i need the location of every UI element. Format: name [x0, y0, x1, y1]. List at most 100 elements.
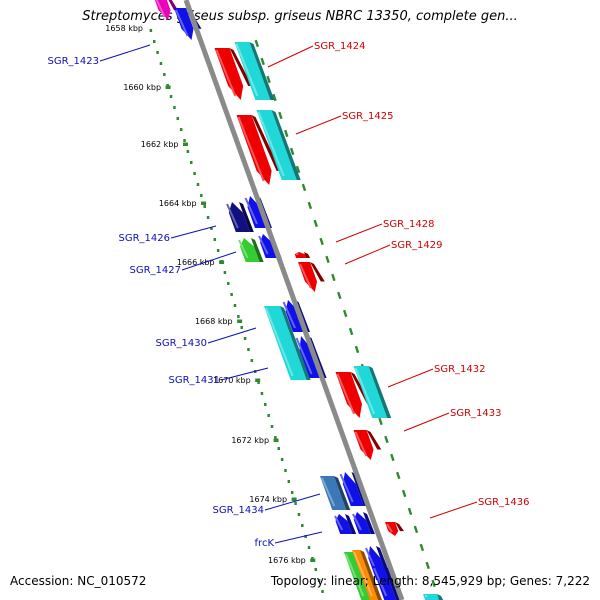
ruler-major-tick — [255, 378, 261, 382]
ruler-dot — [227, 282, 230, 285]
label-leader-line — [207, 327, 257, 344]
ruler-dot — [243, 337, 247, 340]
ruler-dot — [240, 326, 243, 329]
track-dash — [396, 471, 401, 480]
kbp-tick-label: 1676 kbp — [268, 556, 306, 565]
ruler-major-tick — [201, 201, 207, 205]
ruler-dot — [237, 315, 240, 318]
gene-arrow[interactable] — [238, 238, 264, 262]
track-dash — [354, 345, 360, 354]
gene-arrow[interactable] — [234, 42, 275, 100]
track-dash — [413, 525, 419, 534]
gene-arrow[interactable] — [334, 514, 357, 534]
gene-label-right[interactable]: SGR_1436 — [478, 497, 530, 508]
ruler-dot — [294, 502, 297, 505]
track-dash — [307, 201, 313, 210]
gene-arrow[interactable] — [236, 115, 281, 185]
ruler-major-tick — [219, 260, 225, 264]
gene-arrow[interactable] — [214, 48, 253, 100]
track-dash — [254, 39, 260, 48]
gene-label-right[interactable]: SGR_1432 — [434, 364, 486, 375]
ruler-dot — [206, 216, 210, 219]
gene-arrow[interactable] — [352, 512, 375, 534]
label-leader-line — [264, 493, 321, 511]
ruler-dot — [216, 249, 220, 252]
ruler-dot — [317, 579, 321, 582]
gene-arrow[interactable] — [352, 550, 382, 600]
gene-label-right[interactable]: SGR_1428 — [383, 219, 435, 230]
track-dash — [431, 579, 436, 588]
gene-arrow[interactable] — [320, 476, 351, 510]
label-leader-line — [335, 223, 383, 243]
gene-label-right[interactable]: SGR_1424 — [314, 41, 366, 52]
track-dash — [260, 57, 265, 66]
ruler-dot — [193, 172, 196, 175]
gene-arrow[interactable] — [298, 262, 325, 292]
gene-label-left[interactable]: SGR_1427 — [130, 265, 182, 276]
gene-label-right[interactable]: SGR_1425 — [342, 111, 394, 122]
gene-label-right[interactable]: SGR_1433 — [450, 408, 502, 419]
kbp-tick-label: 1674 kbp — [249, 495, 287, 504]
kbp-tick-label: 1670 kbp — [213, 376, 251, 385]
ruler-dot — [210, 227, 213, 230]
gene-label-left[interactable]: SGR_1431 — [169, 375, 221, 386]
gene-arrow[interactable] — [353, 430, 382, 460]
gene-label-left[interactable]: frcK — [255, 538, 275, 549]
label-leader-line — [220, 367, 269, 381]
gene-arrow[interactable] — [385, 522, 405, 536]
track-dash — [284, 129, 289, 138]
ruler-dot — [163, 73, 166, 76]
ruler-dot — [176, 117, 180, 120]
ruler-major-tick — [165, 85, 171, 89]
ruler-major-tick — [273, 438, 279, 442]
gene-labels: SGR_1423 SGR_1426 SGR_1427 SGR_1430 SGR_1431… — [48, 41, 530, 549]
track-dash — [295, 165, 301, 174]
track-dash — [384, 435, 389, 444]
gene-arrow[interactable] — [256, 110, 301, 180]
track-dash — [401, 489, 407, 498]
track-dash — [289, 147, 295, 156]
track-dash — [278, 111, 283, 120]
kbp-tick-label: 1658 kbp — [105, 24, 143, 33]
ruler-dot — [183, 139, 186, 142]
track-dash — [337, 291, 342, 300]
ruler-dot — [257, 381, 260, 384]
gene-label-left[interactable]: SGR_1426 — [119, 233, 171, 244]
gene-label-left[interactable]: SGR_1423 — [48, 56, 100, 67]
kbp-tick-label: 1672 kbp — [231, 436, 269, 445]
gene-arrow[interactable] — [423, 594, 444, 600]
track-dash — [266, 75, 271, 84]
track-dash — [342, 309, 348, 318]
label-leader-line — [274, 531, 323, 544]
gene-label-left[interactable]: SGR_1430 — [156, 338, 208, 349]
ruler-dot — [284, 469, 287, 472]
ruler-dot — [297, 513, 301, 516]
gene-arrow[interactable] — [294, 252, 311, 258]
gene-arrow[interactable] — [264, 306, 311, 380]
gene-label-left[interactable]: SGR_1434 — [213, 505, 265, 516]
ruler-dot — [233, 304, 237, 307]
label-leader-line — [170, 225, 217, 239]
track-dash — [407, 507, 413, 516]
kbp-tick-label: 1668 kbp — [195, 317, 233, 326]
ruler-dot — [173, 106, 176, 109]
ruler-dot — [274, 436, 277, 439]
ruler-dot — [196, 183, 200, 186]
ruler-dot — [270, 425, 274, 428]
label-leader-line — [387, 368, 434, 388]
gene-label-right[interactable]: SGR_1429 — [391, 240, 443, 251]
track-dash — [331, 273, 336, 282]
gene-arrow[interactable] — [353, 366, 392, 418]
label-leader-line — [267, 45, 314, 68]
gene-arrow[interactable] — [152, 0, 179, 20]
track-dash — [325, 255, 330, 264]
label-leader-line — [295, 115, 342, 135]
gene-arrow[interactable] — [226, 202, 254, 232]
ruler-major-tick — [182, 142, 188, 146]
ruler-dots — [149, 29, 324, 593]
gene-arrow[interactable] — [372, 566, 401, 600]
ruler-dot — [186, 150, 190, 153]
track-dash — [378, 417, 383, 426]
ruler-dot — [179, 128, 183, 131]
